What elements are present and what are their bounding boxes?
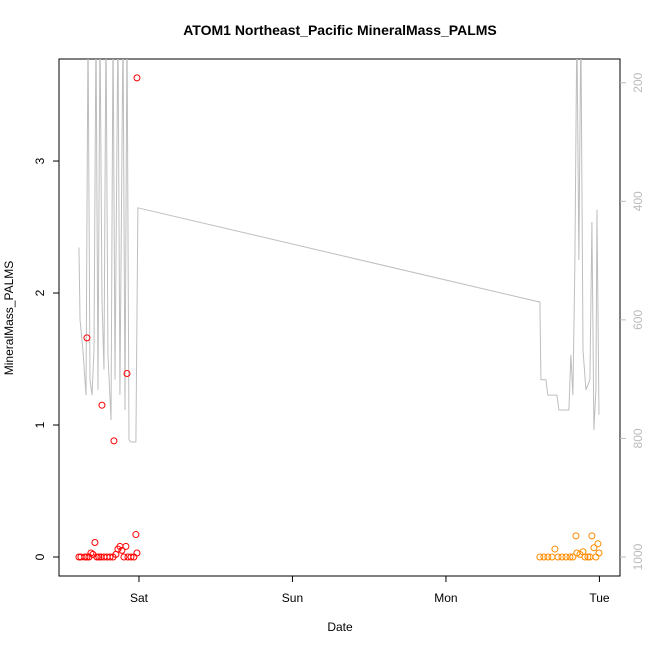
point [554, 553, 562, 561]
point [133, 549, 141, 557]
y-axis-title: MineralMass_PALMS [2, 261, 16, 375]
y-tick-label: 2 [33, 289, 47, 296]
y-tick-label: 0 [33, 553, 47, 560]
y2-tick-label: 1000 [631, 543, 645, 570]
point [122, 542, 130, 550]
point [558, 553, 566, 561]
point [594, 540, 602, 548]
point [120, 553, 128, 561]
point [81, 553, 89, 561]
point [123, 370, 131, 378]
chart-title: ATOM1 Northeast_Pacific MineralMass_PALM… [183, 22, 497, 38]
point [106, 553, 114, 561]
plot-frame [58, 58, 621, 577]
x-tick-label: Mon [434, 591, 457, 605]
y2-tick-label: 400 [631, 191, 645, 211]
point [569, 553, 577, 561]
point [581, 553, 589, 561]
y-tick-label: 1 [33, 421, 47, 428]
point [132, 531, 140, 539]
point [551, 545, 559, 553]
x-axis-title: Date [327, 620, 353, 634]
point [536, 553, 544, 561]
point [595, 549, 603, 557]
point [584, 553, 592, 561]
x-tick-label: Tue [589, 591, 610, 605]
point [95, 553, 103, 561]
point [562, 553, 570, 561]
point [91, 538, 99, 546]
point [588, 532, 596, 540]
point [83, 334, 91, 342]
y2-tick-label: 200 [631, 72, 645, 92]
point [133, 74, 141, 82]
point [98, 401, 106, 409]
point [83, 553, 91, 561]
point [590, 544, 598, 552]
point [544, 553, 552, 561]
point [93, 553, 101, 561]
point [566, 553, 574, 561]
point [87, 549, 95, 557]
line [78, 59, 600, 443]
point [548, 553, 556, 561]
point [110, 437, 118, 445]
y2-tick-label: 600 [631, 310, 645, 330]
x-tick-label: Sat [130, 591, 149, 605]
point [572, 532, 580, 540]
x-tick-label: Sun [282, 591, 303, 605]
plot-area [75, 59, 603, 561]
y2-tick-label: 800 [631, 428, 645, 448]
point [592, 553, 600, 561]
point [127, 553, 135, 561]
point [118, 546, 126, 554]
point [540, 553, 548, 561]
y-tick-label: 3 [33, 157, 47, 164]
